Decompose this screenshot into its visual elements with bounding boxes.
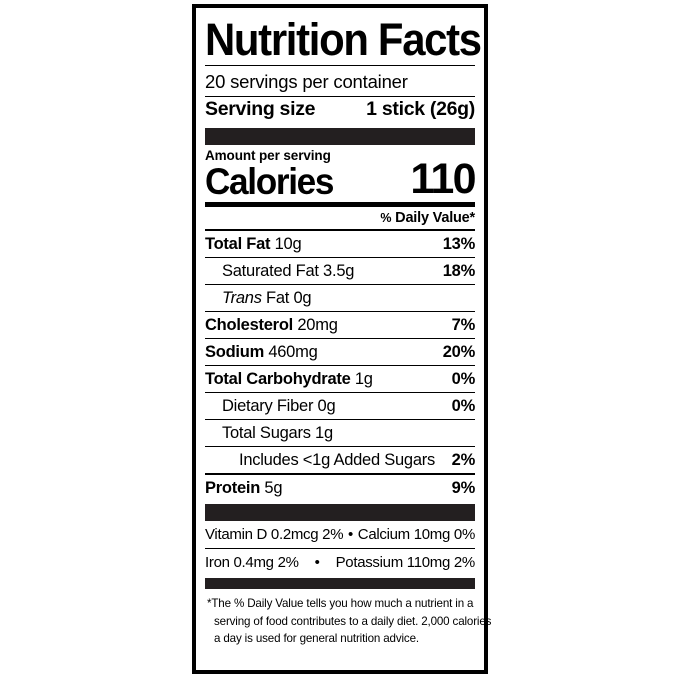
- protein-amount: 5g: [260, 478, 283, 497]
- footnote-block: *The % Daily Value tells you how much a …: [205, 590, 492, 647]
- trans-fat-name-group: Trans Fat 0g: [222, 288, 312, 308]
- rule-after-sodium: [205, 365, 475, 367]
- saturated-fat-dv: 18%: [442, 261, 476, 280]
- cholesterol-name: Cholesterol: [205, 315, 294, 334]
- daily-value-header-rule: [205, 229, 475, 232]
- rule-after-total-fat: [205, 257, 475, 259]
- rule-after-saturated-fat: [205, 284, 475, 286]
- daily-value-header: % Daily Value*: [205, 207, 475, 229]
- servings-per-container: 20 servings per container: [205, 71, 408, 93]
- protein-name-group: Protein 5g: [205, 478, 283, 498]
- calcium-value: Calcium 10mg 0%: [357, 526, 476, 544]
- fiber-dv: 0%: [451, 396, 476, 415]
- sodium-amount: 460mg: [264, 342, 318, 361]
- row-added-sugars: Includes <1g Added Sugars 2%: [205, 447, 475, 473]
- carb-amount: 1g: [350, 369, 373, 388]
- protein-dv: 9%: [451, 478, 476, 497]
- row-total-fat: Total Fat 10g 13%: [205, 231, 475, 257]
- row-sodium: Sodium 460mg 20%: [205, 339, 475, 365]
- row-iron-potassium: Iron 0.4mg 2% • Potassium 110mg 2%: [205, 549, 475, 576]
- total-fat-name-group: Total Fat 10g: [205, 234, 302, 254]
- added-sugars-dv: 2%: [451, 450, 476, 469]
- row-protein: Protein 5g 9%: [205, 475, 475, 501]
- carb-name: Total Carbohydrate: [205, 369, 351, 388]
- cholesterol-name-group: Cholesterol 20mg: [205, 316, 338, 335]
- sodium-dv: 20%: [442, 342, 476, 361]
- rule-after-total-sugars: [205, 446, 475, 448]
- calories-label: Calories: [205, 161, 334, 203]
- serving-size-value: 1 stick (26g): [366, 98, 475, 121]
- iron-value: Iron 0.4mg 2%: [205, 554, 299, 572]
- trans-fat-rest: Fat 0g: [261, 288, 312, 307]
- footnote-line-3: a day is used for general nutrition advi…: [214, 631, 419, 645]
- vitamin-d-value: Vitamin D 0.2mcg 2%: [205, 526, 344, 544]
- sodium-name-group: Sodium 460mg: [205, 343, 318, 362]
- total-sugars-name: Total Sugars 1g: [222, 423, 333, 442]
- rule-after-vitamin-d: [205, 548, 475, 550]
- rule-after-added-sugars: [205, 473, 475, 476]
- row-cholesterol: Cholesterol 20mg 7%: [205, 312, 475, 338]
- footnote-top-bar: [205, 578, 475, 590]
- row-trans-fat: Trans Fat 0g: [205, 285, 475, 311]
- micronutrients-top-bar: [205, 504, 475, 522]
- nutrition-facts-label: Nutrition Facts 20 servings per containe…: [192, 4, 492, 674]
- title-separator-rule: [205, 65, 475, 67]
- daily-value-percent-sign: %: [380, 211, 392, 226]
- row-dietary-fiber: Dietary Fiber 0g 0%: [205, 393, 475, 419]
- potassium-value: Potassium 110mg 2%: [335, 554, 476, 572]
- rule-after-trans-fat: [205, 311, 475, 313]
- micronutrient-separator-dot-1: •: [348, 526, 353, 544]
- calories-value: 110: [410, 155, 476, 204]
- trans-fat-italic: Trans: [222, 288, 262, 307]
- serving-size-label: Serving size: [205, 98, 316, 121]
- micronutrient-separator-dot-2: •: [314, 554, 320, 572]
- rule-after-fiber: [205, 419, 475, 421]
- cholesterol-amount: 20mg: [293, 315, 338, 334]
- calories-bottom-rule: [205, 202, 475, 208]
- added-sugars-name: Includes <1g Added Sugars: [239, 450, 436, 469]
- row-vitamin-d-calcium: Vitamin D 0.2mcg 2% • Calcium 10mg 0%: [205, 521, 475, 548]
- footnote-line-2: serving of food contributes to a daily d…: [214, 614, 492, 628]
- calories-top-bar: [205, 128, 475, 146]
- servings-separator-rule: [205, 96, 475, 98]
- footnote-line-1: *The % Daily Value tells you how much a …: [207, 597, 474, 611]
- bottom-spacer: [205, 647, 475, 666]
- saturated-fat-name: Saturated Fat 3.5g: [222, 261, 355, 280]
- cholesterol-dv: 7%: [451, 315, 476, 334]
- row-saturated-fat: Saturated Fat 3.5g 18%: [205, 258, 475, 284]
- total-fat-amount: 10g: [270, 234, 302, 253]
- total-fat-name: Total Fat: [205, 234, 271, 253]
- total-fat-dv: 13%: [442, 234, 476, 253]
- fiber-name: Dietary Fiber 0g: [222, 396, 336, 415]
- carb-name-group: Total Carbohydrate 1g: [205, 370, 373, 389]
- serving-size-row: Serving size 1 stick (26g): [205, 97, 475, 125]
- protein-name: Protein: [205, 478, 261, 497]
- calories-row: Calories 110: [205, 155, 477, 204]
- rule-after-cholesterol: [205, 338, 475, 340]
- carb-dv: 0%: [451, 369, 476, 388]
- label-title: Nutrition Facts: [205, 14, 482, 65]
- sodium-name: Sodium: [205, 342, 264, 361]
- daily-value-header-text: Daily Value*: [391, 210, 475, 227]
- amount-per-serving-label: Amount per serving: [205, 148, 331, 164]
- row-total-sugars: Total Sugars 1g: [205, 420, 475, 446]
- rule-after-carb: [205, 392, 475, 394]
- row-total-carbohydrate: Total Carbohydrate 1g 0%: [205, 366, 475, 392]
